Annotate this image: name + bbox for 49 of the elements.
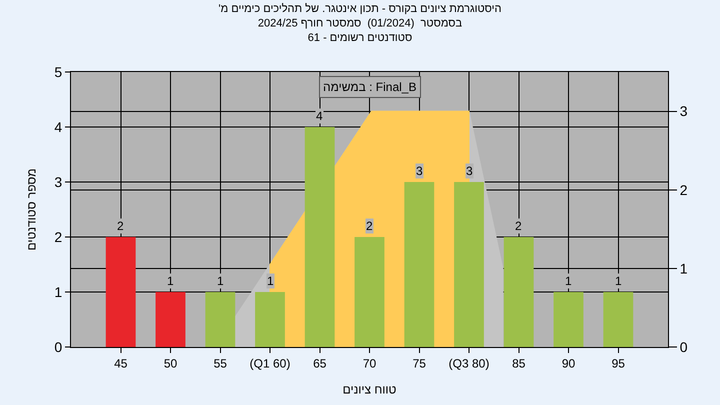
bar [304, 127, 335, 347]
x-tick-label: 85 [512, 356, 526, 370]
text: בסמסטר (01/2024) סמסטר חורף 2024/25 [258, 17, 462, 30]
bar [354, 237, 384, 347]
bar [504, 237, 534, 347]
bar [454, 182, 484, 347]
data-label: 3 [466, 164, 473, 178]
data-label: 1 [217, 274, 224, 288]
x-tick-label: 90 [562, 356, 576, 370]
y-axis-title: מספר סטודנטים [24, 168, 39, 251]
bar [156, 292, 186, 347]
x-tick-label: 75 [412, 356, 426, 370]
bar [603, 292, 634, 347]
x-tick-label: 95 [612, 356, 626, 370]
data-label: 1 [267, 274, 274, 288]
data-label: 1 [167, 274, 174, 288]
bar [106, 237, 136, 347]
y-tick-label: 5 [54, 64, 62, 80]
text: 'היסטוגרמת ציונים בקורס - תכון אינטגר. של תהליכים כימיים מ [218, 3, 502, 16]
data-label: 3 [416, 164, 423, 178]
y2-tick-label: 1 [680, 260, 688, 276]
data-label: 2 [515, 219, 522, 233]
x-tick-label: (Q1 60) [250, 356, 290, 370]
x-tick-label: (Q3 80) [448, 356, 490, 370]
x-tick-label: 65 [313, 356, 327, 370]
y-tick-label: 0 [54, 338, 62, 355]
y-tick-label: 2 [54, 228, 62, 245]
bar [554, 292, 584, 347]
x-tick-label: 55 [214, 356, 228, 370]
data-label: 4 [316, 109, 323, 123]
y-tick-label: 4 [54, 118, 62, 135]
y2-tick-label: 0 [680, 338, 688, 355]
text: סטודנטים רשומים - 61 [308, 32, 412, 44]
bar [404, 182, 434, 347]
x-tick-label: 50 [164, 356, 178, 370]
x-tick-label: 45 [114, 356, 128, 370]
data-label: 2 [117, 219, 124, 233]
y-tick-label: 1 [54, 284, 62, 300]
y-tick-label: 3 [54, 174, 62, 190]
data-label: 1 [565, 274, 572, 288]
data-label: 2 [366, 219, 373, 233]
bar [205, 292, 236, 347]
data-label: 1 [615, 274, 622, 288]
y2-tick-label: 3 [680, 103, 688, 120]
annotation: במשימה : Final_B [323, 80, 416, 94]
x-tick-label: 70 [362, 356, 376, 370]
x-axis-title: טווח ציונים [342, 382, 397, 396]
y2-tick-label: 2 [680, 182, 688, 198]
bar [255, 292, 285, 347]
